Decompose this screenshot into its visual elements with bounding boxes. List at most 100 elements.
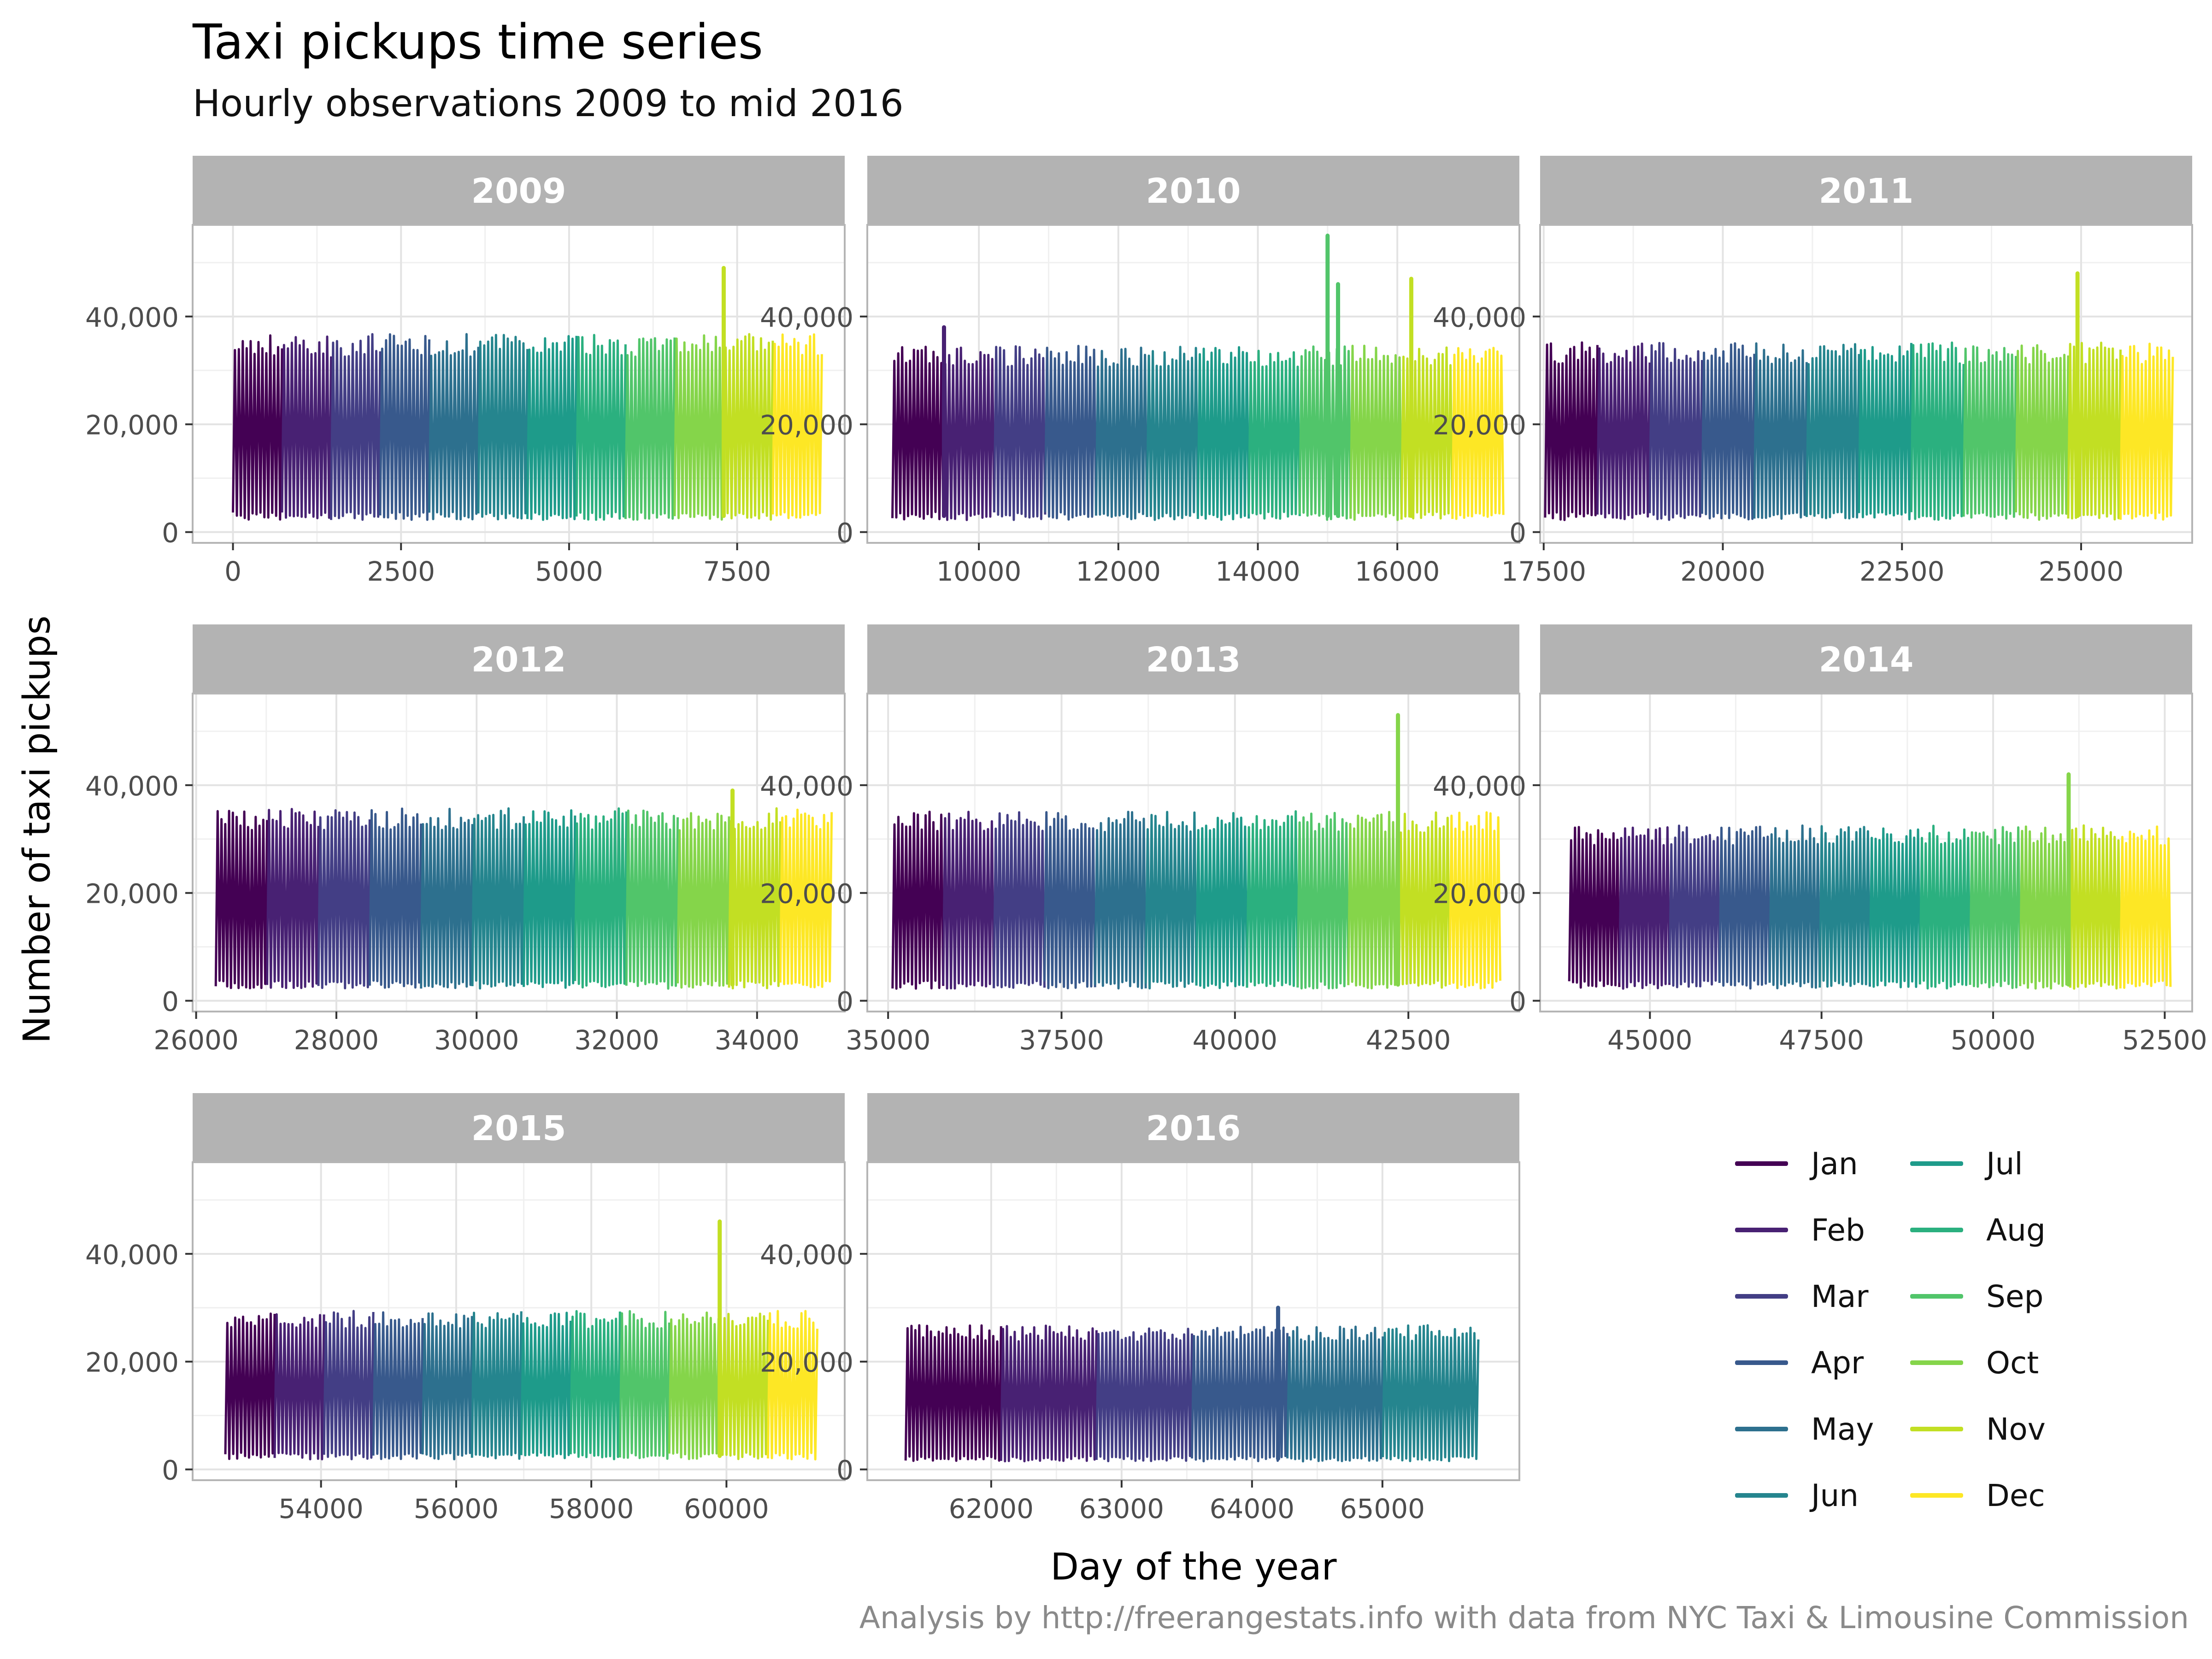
- series-jan-2015: [224, 1312, 276, 1460]
- y-tick-label: 20,000: [85, 1347, 179, 1378]
- y-tick-label: 40,000: [85, 302, 179, 333]
- x-tick-label: 45000: [1607, 1024, 1693, 1056]
- series-dec-2013: [1448, 811, 1501, 990]
- legend-item-mar: Mar: [1735, 1271, 1869, 1322]
- y-tick-label: 40,000: [760, 1239, 853, 1271]
- panel-2010: 2010 0 20,000 40,000 10000 12000 14000 16000: [760, 156, 1520, 587]
- series-aug-2012: [574, 807, 628, 989]
- legend-label: Feb: [1811, 1212, 1865, 1248]
- series-mar-2011: [1648, 341, 1703, 521]
- panel-border: [1539, 224, 2193, 544]
- series-sep-2013: [1296, 812, 1350, 990]
- legend-label: Mar: [1811, 1278, 1869, 1314]
- series-aug-2009: [575, 334, 627, 521]
- y-tick-label: 20,000: [85, 878, 179, 910]
- series-apr-2013: [1043, 811, 1096, 989]
- panel-border: [1539, 693, 2193, 1012]
- y-tick-label: 20,000: [760, 1347, 853, 1378]
- series-feb-2015: [273, 1313, 325, 1460]
- x-tick-label: 65000: [1340, 1493, 1425, 1524]
- legend-key: [1735, 1294, 1788, 1299]
- legend-label: Dec: [1986, 1477, 2045, 1513]
- y-tick-label: 20,000: [760, 410, 853, 441]
- series-sep-2009: [624, 337, 676, 521]
- series-jan-2010: [891, 346, 945, 521]
- x-tick-label: 47500: [1779, 1024, 1864, 1056]
- y-tick-label: 40,000: [1433, 771, 1526, 802]
- panel-border: [192, 693, 846, 1012]
- legend-label: Sep: [1986, 1278, 2044, 1314]
- panel-strip-label: 2015: [471, 1109, 566, 1148]
- series-jan-2014: [1568, 826, 1621, 989]
- legend-key: [1910, 1161, 1963, 1166]
- series-may-2011: [1753, 342, 1808, 520]
- panel-2011: 2011 0 20,000 40,000 17500 20000 22500 25000: [1433, 156, 2193, 587]
- series-oct-2009: [673, 334, 725, 521]
- legend-label: May: [1811, 1411, 1874, 1447]
- panel-2015: 2015 0 20,000 40,000 54000 56000 58000 60000: [85, 1093, 846, 1524]
- series-oct-2014: [2019, 825, 2071, 990]
- legend-item-jul: Jul: [1910, 1138, 2023, 1189]
- x-tick-label: 32000: [574, 1024, 659, 1056]
- x-tick-label: 28000: [294, 1024, 379, 1056]
- series-apr-2016: [1191, 1325, 1289, 1463]
- series-oct-2015: [668, 1311, 720, 1460]
- series-aug-2013: [1246, 810, 1299, 988]
- series-oct-2011: [2015, 344, 2070, 521]
- legend-key: [1735, 1493, 1788, 1498]
- series-mar-2009: [330, 333, 382, 521]
- series-dec-2014: [2119, 825, 2172, 989]
- series-apr-2011: [1700, 342, 1756, 521]
- series-nov-2012: [728, 807, 782, 990]
- x-tick-label: 30000: [434, 1024, 519, 1056]
- y-tick-label: 40,000: [760, 771, 853, 802]
- legend-item-sep: Sep: [1910, 1271, 2043, 1322]
- x-tick-label: 34000: [715, 1024, 800, 1056]
- panel-strip-label: 2014: [1819, 640, 1914, 680]
- series-apr-2010: [1044, 345, 1097, 521]
- legend-item-apr: Apr: [1735, 1337, 1864, 1388]
- series-feb-2011: [1596, 342, 1651, 520]
- series-mar-2014: [1668, 824, 1721, 988]
- series-jan-2011: [1544, 341, 1599, 521]
- y-tick-label: 20,000: [1433, 878, 1526, 910]
- x-tick-label: 5000: [535, 556, 603, 587]
- y-tick-label: 0: [162, 986, 179, 1018]
- legend-key: [1735, 1228, 1788, 1232]
- series-apr-2014: [1718, 825, 1771, 990]
- panel-strip-label: 2009: [471, 171, 566, 211]
- x-tick-label: 25000: [2039, 556, 2124, 587]
- series-jun-2015: [471, 1311, 523, 1460]
- legend-key: [1735, 1427, 1788, 1431]
- series-sep-2012: [625, 809, 679, 990]
- legend-key: [1735, 1161, 1788, 1166]
- series-mar-2016: [1095, 1327, 1193, 1463]
- x-tick-label: 54000: [278, 1493, 364, 1524]
- x-tick-label: 0: [224, 556, 241, 587]
- series-apr-2009: [379, 333, 430, 521]
- series-jun-2010: [1146, 346, 1199, 521]
- panel-strip-label: 2016: [1146, 1109, 1241, 1148]
- series-aug-2014: [1918, 824, 1971, 990]
- series-nov-2014: [2069, 824, 2122, 990]
- legend-label: Oct: [1986, 1345, 2039, 1381]
- series-aug-2011: [1910, 341, 1965, 521]
- series-sep-2010: [1298, 345, 1352, 521]
- legend-key: [1735, 1360, 1788, 1365]
- caption: Analysis by http://freerangestats.info w…: [859, 1600, 2189, 1635]
- x-tick-label: 26000: [153, 1024, 239, 1056]
- series-jun-2011: [1805, 343, 1860, 520]
- y-tick-label: 40,000: [85, 1239, 179, 1271]
- series-may-2015: [421, 1312, 473, 1460]
- series-feb-2016: [1000, 1324, 1098, 1463]
- y-tick-label: 0: [836, 1455, 853, 1486]
- series-sep-2014: [1969, 826, 2022, 989]
- series-jun-2016: [1382, 1324, 1480, 1462]
- y-tick-label: 40,000: [1433, 302, 1526, 333]
- series-oct-2013: [1347, 811, 1400, 989]
- x-tick-label: 2500: [367, 556, 435, 587]
- panel-strip-label: 2013: [1146, 640, 1241, 680]
- legend-label: Aug: [1986, 1212, 2046, 1248]
- y-tick-label: 0: [1509, 986, 1526, 1018]
